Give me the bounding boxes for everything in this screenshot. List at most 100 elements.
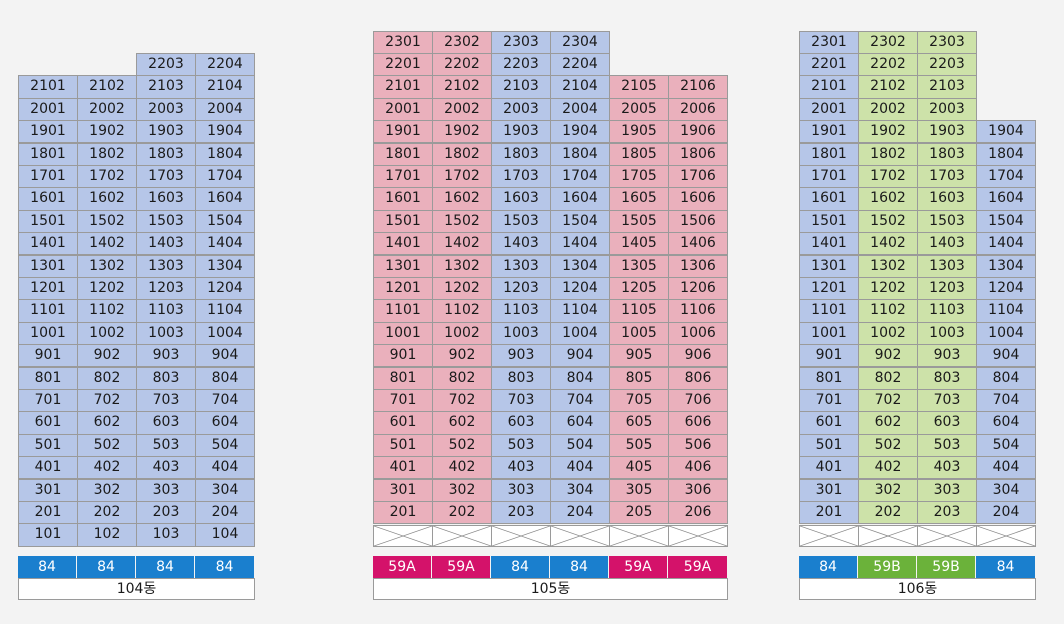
unit-cell: 1904 [550, 120, 610, 144]
unit-cell: 1003 [136, 321, 196, 346]
unit-cell: 403 [917, 456, 977, 480]
unit-cell: 501 [799, 433, 859, 458]
unit-cell: 203 [136, 500, 196, 525]
unit-cell: 604 [550, 411, 610, 435]
unit-cell: 904 [195, 344, 255, 368]
unit-cell: 805 [609, 366, 669, 390]
unit-cell: 601 [799, 411, 859, 435]
unit-cell: 702 [77, 388, 137, 413]
unit-cell: 1606 [668, 187, 728, 211]
unit-cell: 1402 [858, 232, 918, 256]
unit-cell: 1302 [858, 254, 918, 278]
unit-cell: 1603 [491, 187, 551, 211]
unit-cell: 202 [77, 500, 137, 525]
unit-cell: 1001 [373, 321, 433, 346]
unit-cell: 1204 [550, 276, 610, 301]
unit-cell: 1903 [491, 120, 551, 144]
unit-cell: 1001 [18, 321, 78, 346]
unit-cell: 1801 [18, 142, 78, 166]
unit-cell: 401 [799, 456, 859, 480]
unit-cell: 904 [550, 344, 610, 368]
unit-cell: 1601 [373, 187, 433, 211]
unit-cell: 1502 [432, 209, 492, 234]
unit-cell: 403 [491, 456, 551, 480]
unit-cell: 506 [668, 433, 728, 458]
unit-cell: 1304 [550, 254, 610, 278]
unit-cell: 1904 [976, 120, 1036, 144]
unit-cell: 101 [18, 523, 78, 547]
unit-cell: 302 [77, 478, 137, 502]
unit-cell: 1105 [609, 299, 669, 323]
pilotis-cell [609, 524, 669, 547]
unit-cell: 601 [18, 411, 78, 435]
unit-cell: 1106 [668, 299, 728, 323]
unit-cell: 804 [195, 366, 255, 390]
unit-cell: 504 [195, 433, 255, 458]
building-105: 2301 2201 2101 2001 1901 1801 1701 1601 1501 1401… [373, 0, 728, 624]
unit-cell: 1103 [491, 299, 551, 323]
unit-cell: 303 [136, 478, 196, 502]
unit-cell: 802 [432, 366, 492, 390]
building-label: 105동 [373, 578, 728, 600]
unit-cell: 1906 [668, 120, 728, 144]
unit-cell: 1305 [609, 254, 669, 278]
unit-cell: 902 [77, 344, 137, 368]
unit-cell: 2302 [858, 30, 918, 54]
unit-cell: 2101 [799, 75, 859, 99]
unit-cell: 404 [550, 456, 610, 480]
unit-cell: 2203 [491, 52, 551, 77]
unit-cell: 1306 [668, 254, 728, 278]
pilotis-cell [917, 524, 977, 547]
unit-cell: 2203 [917, 52, 977, 77]
pilotis-cell [432, 524, 492, 547]
unit-cell: 401 [373, 456, 433, 480]
unit-cell: 1501 [799, 209, 859, 234]
unit-cell: 902 [858, 344, 918, 368]
unit-cell: 903 [917, 344, 977, 368]
unit-cell: 503 [136, 433, 196, 458]
building-104: 2101 2001 1901 1801 1701 1601 1501 1401 1301 1201… [18, 0, 255, 624]
building-label: 104동 [18, 578, 255, 600]
unit-cell: 701 [799, 388, 859, 413]
unit-cell: 1706 [668, 164, 728, 189]
unit-cell: 1701 [799, 164, 859, 189]
unit-size-tag: 59A [668, 556, 727, 578]
unit-cell: 1903 [917, 120, 977, 144]
unit-cell: 1703 [136, 164, 196, 189]
unit-cell: 1004 [976, 321, 1036, 346]
unit-cell: 1503 [136, 209, 196, 234]
unit-cell: 1902 [77, 120, 137, 144]
unit-cell: 202 [432, 500, 492, 525]
unit-cell: 1202 [77, 276, 137, 301]
unit-cell: 2201 [799, 52, 859, 77]
unit-cell: 1006 [668, 321, 728, 346]
unit-cell: 306 [668, 478, 728, 502]
unit-cell: 1504 [550, 209, 610, 234]
unit-cell: 701 [373, 388, 433, 413]
unit-cell: 1405 [609, 232, 669, 256]
unit-cell: 2104 [195, 75, 255, 99]
unit-size-row: 59A 59A 84 84 59A 59A [373, 556, 727, 578]
unit-cell: 801 [373, 366, 433, 390]
unit-cell: 1104 [976, 299, 1036, 323]
unit-size-tag: 84 [799, 556, 858, 578]
unit-cell: 1805 [609, 142, 669, 166]
unit-cell: 1001 [799, 321, 859, 346]
unit-cell: 1304 [976, 254, 1036, 278]
unit-cell: 305 [609, 478, 669, 502]
unit-cell: 1604 [976, 187, 1036, 211]
unit-cell: 1402 [432, 232, 492, 256]
unit-cell: 1501 [373, 209, 433, 234]
unit-cell: 1902 [432, 120, 492, 144]
unit-cell: 1403 [136, 232, 196, 256]
unit-cell: 2004 [195, 97, 255, 122]
unit-cell: 201 [799, 500, 859, 525]
unit-cell: 1101 [799, 299, 859, 323]
unit-cell: 2106 [668, 75, 728, 99]
unit-cell: 1501 [18, 209, 78, 234]
unit-cell: 901 [799, 344, 859, 368]
unit-cell: 603 [491, 411, 551, 435]
unit-cell: 1505 [609, 209, 669, 234]
unit-cell: 1603 [917, 187, 977, 211]
unit-cell: 702 [432, 388, 492, 413]
